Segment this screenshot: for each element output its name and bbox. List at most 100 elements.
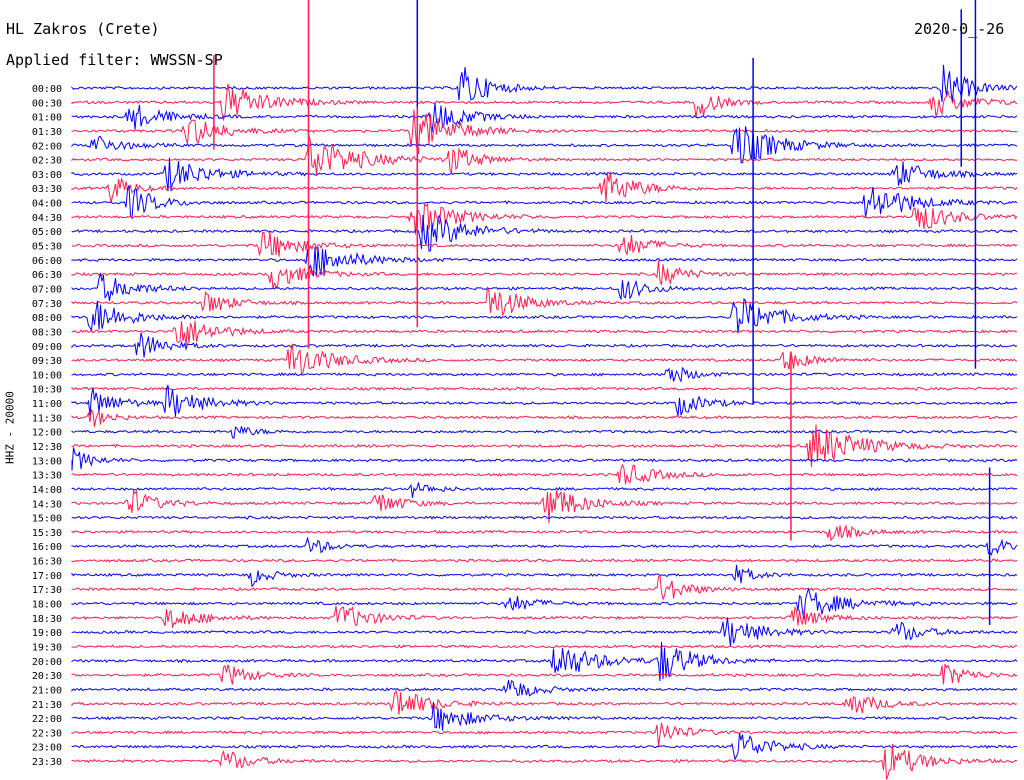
trace-row	[71, 386, 1018, 391]
trace-row	[71, 409, 1018, 427]
row-time-label: 08:30	[32, 327, 62, 338]
station-name: HL Zakros (Crete)	[6, 20, 160, 38]
filter-label: Applied filter: WWSSN-SP	[6, 51, 223, 69]
trace-row	[71, 214, 1018, 252]
row-time-label: 03:00	[32, 170, 62, 181]
trace-row	[71, 644, 1018, 649]
trace-row	[71, 574, 1018, 601]
trace-row	[71, 384, 1018, 417]
trace-row	[71, 680, 1018, 697]
trace-row	[71, 605, 1018, 628]
row-time-label: 17:00	[32, 571, 62, 582]
row-time-label: 05:00	[32, 227, 62, 238]
time-labels: 00:00 00:30 01:00 01:30 02:00 02:30 03:00 03:30…	[32, 84, 62, 768]
trace-row	[71, 424, 1018, 468]
trace-row	[71, 366, 1017, 383]
row-time-label: 11:00	[32, 399, 62, 410]
row-time-label: 09:00	[32, 342, 62, 353]
row-time-label: 00:30	[32, 98, 62, 109]
row-time-label: 20:30	[32, 671, 62, 682]
trace-row	[71, 109, 1018, 155]
row-time-label: 12:30	[32, 442, 62, 453]
row-time-label: 07:30	[32, 299, 62, 310]
row-time-label: 18:00	[32, 600, 62, 611]
row-time-label: 18:30	[32, 614, 62, 625]
trace-row	[71, 332, 1018, 358]
row-time-label: 21:00	[32, 685, 62, 696]
row-time-label: 13:30	[32, 471, 62, 482]
trace-row	[71, 320, 1017, 346]
row-time-label: 14:30	[32, 499, 62, 510]
trace-row	[71, 617, 1018, 647]
trace-row	[71, 489, 1018, 524]
row-time-label: 23:30	[32, 757, 62, 768]
trace-row	[71, 743, 1018, 780]
row-time-label: 07:00	[32, 284, 62, 295]
trace-row	[71, 297, 1018, 334]
trace-row	[71, 426, 1018, 439]
row-time-label: 19:00	[32, 628, 62, 639]
date-label: 2020-0_-26	[914, 20, 1005, 38]
row-time-label: 20:00	[32, 657, 62, 668]
trace-row	[71, 663, 1018, 685]
row-time-label: 10:00	[32, 370, 62, 381]
trace-row	[71, 515, 1018, 520]
trace-row	[71, 157, 1018, 192]
row-time-label: 04:30	[32, 213, 62, 224]
row-time-label: 23:00	[32, 743, 62, 754]
trace-row	[71, 286, 1018, 317]
row-time-label: 16:30	[32, 557, 62, 568]
trace-row	[71, 641, 1018, 682]
trace-row	[71, 558, 1018, 563]
row-time-label: 04:00	[32, 199, 62, 210]
row-time-label: 01:00	[32, 113, 62, 124]
row-time-label: 22:30	[32, 728, 62, 739]
row-time-label: 02:00	[32, 141, 62, 152]
row-time-label: 01:30	[32, 127, 62, 138]
trace-row	[71, 246, 1018, 277]
trace-row	[71, 463, 1018, 485]
trace-row	[71, 102, 1018, 133]
row-time-label: 15:00	[32, 514, 62, 525]
row-time-label: 21:30	[32, 700, 62, 711]
row-time-label: 12:00	[32, 428, 62, 439]
row-time-label: 05:30	[32, 242, 62, 253]
trace-row	[71, 260, 1018, 289]
row-time-label: 19:30	[32, 642, 62, 653]
trace-row	[71, 564, 1018, 588]
trace-row	[71, 343, 1018, 376]
trace-row	[71, 231, 1018, 257]
row-time-label: 10:30	[32, 385, 62, 396]
trace-row	[71, 689, 1018, 715]
channel-label: HHZ - 20000	[3, 391, 17, 464]
row-time-label: 17:30	[32, 585, 62, 596]
trace-row	[71, 536, 1018, 556]
row-time-label: 14:00	[32, 485, 62, 496]
trace-row	[71, 702, 1018, 731]
row-time-label: 00:00	[32, 84, 62, 95]
trace-row	[71, 722, 1018, 747]
row-time-label: 02:30	[32, 156, 62, 167]
trace-row	[71, 135, 1018, 176]
row-time-label: 22:00	[32, 714, 62, 725]
trace-row	[71, 83, 1018, 122]
trace-row	[71, 733, 1017, 761]
trace-row	[71, 447, 1018, 471]
trace-row	[71, 171, 1018, 203]
row-time-label: 06:30	[32, 270, 62, 281]
row-time-label: 08:00	[32, 313, 62, 324]
row-time-label: 06:00	[32, 256, 62, 267]
trace-row	[71, 202, 1018, 235]
row-time-label: 11:30	[32, 413, 62, 424]
trace-row	[71, 482, 1018, 498]
row-time-label: 15:30	[32, 528, 62, 539]
trace-row	[71, 185, 1018, 220]
trace-row	[71, 587, 1018, 620]
trace-row	[71, 126, 1018, 164]
row-time-label: 09:30	[32, 356, 62, 367]
row-time-label: 03:30	[32, 184, 62, 195]
row-time-label: 16:00	[32, 542, 62, 553]
trace-row	[71, 524, 1018, 542]
trace-row	[71, 273, 1018, 302]
